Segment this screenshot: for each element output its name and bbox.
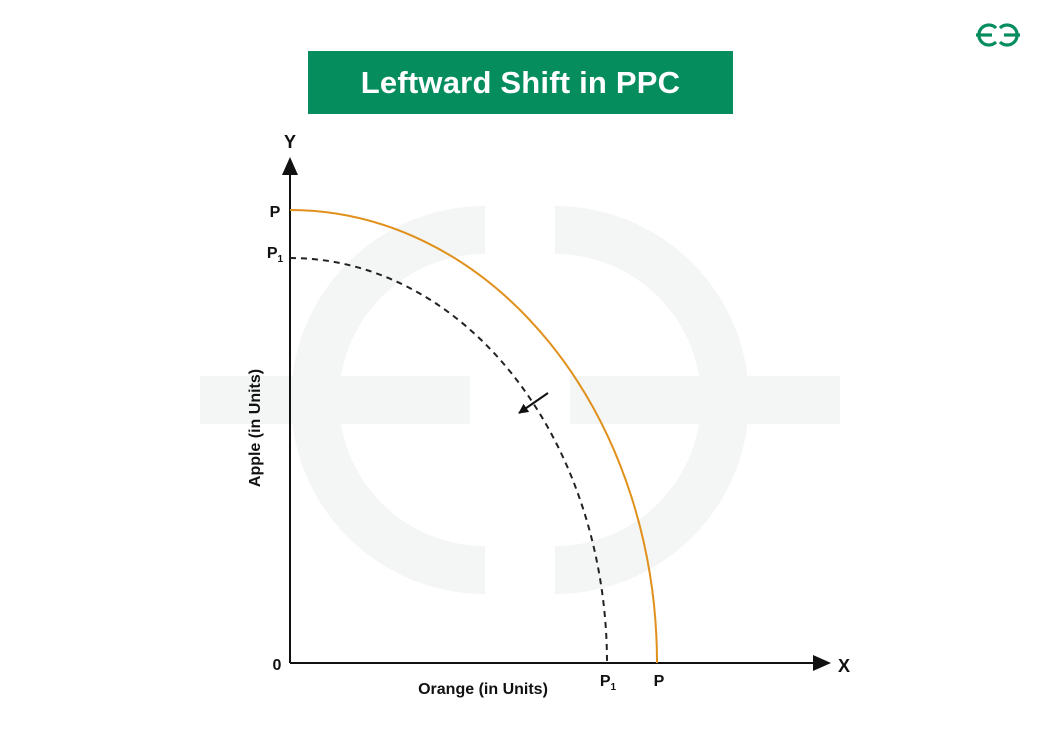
watermark-logo-icon <box>200 206 840 594</box>
y-axis-arrow-icon <box>282 157 298 175</box>
ppc-curve-original <box>289 209 658 664</box>
y-axis-title: Apple (in Units) <box>247 369 264 487</box>
ppc-curve-shifted <box>289 257 608 664</box>
shifted-label-main: P <box>267 245 278 262</box>
shifted-label-main-x: P <box>600 673 611 690</box>
diagram-title: Leftward Shift in PPC <box>360 64 681 100</box>
x-axis-arrow-icon <box>813 655 831 671</box>
shifted-label-subscript: 1 <box>278 254 284 265</box>
x-axis-letter: X <box>838 656 850 676</box>
gfg-logo-icon <box>976 23 1020 47</box>
original-curve-label-x: P <box>654 673 665 690</box>
shifted-curve-label-y: P1 <box>267 245 284 265</box>
shift-direction-arrow <box>518 392 549 414</box>
x-axis-title: Orange (in Units) <box>418 681 548 698</box>
shifted-curve-label-x: P1 <box>600 673 617 693</box>
title-banner: Leftward Shift in PPC <box>308 51 733 114</box>
shifted-label-subscript-x: 1 <box>611 682 617 693</box>
y-axis-letter: Y <box>284 132 296 152</box>
original-curve-label-y: P <box>270 204 281 221</box>
origin-label: 0 <box>273 657 282 674</box>
